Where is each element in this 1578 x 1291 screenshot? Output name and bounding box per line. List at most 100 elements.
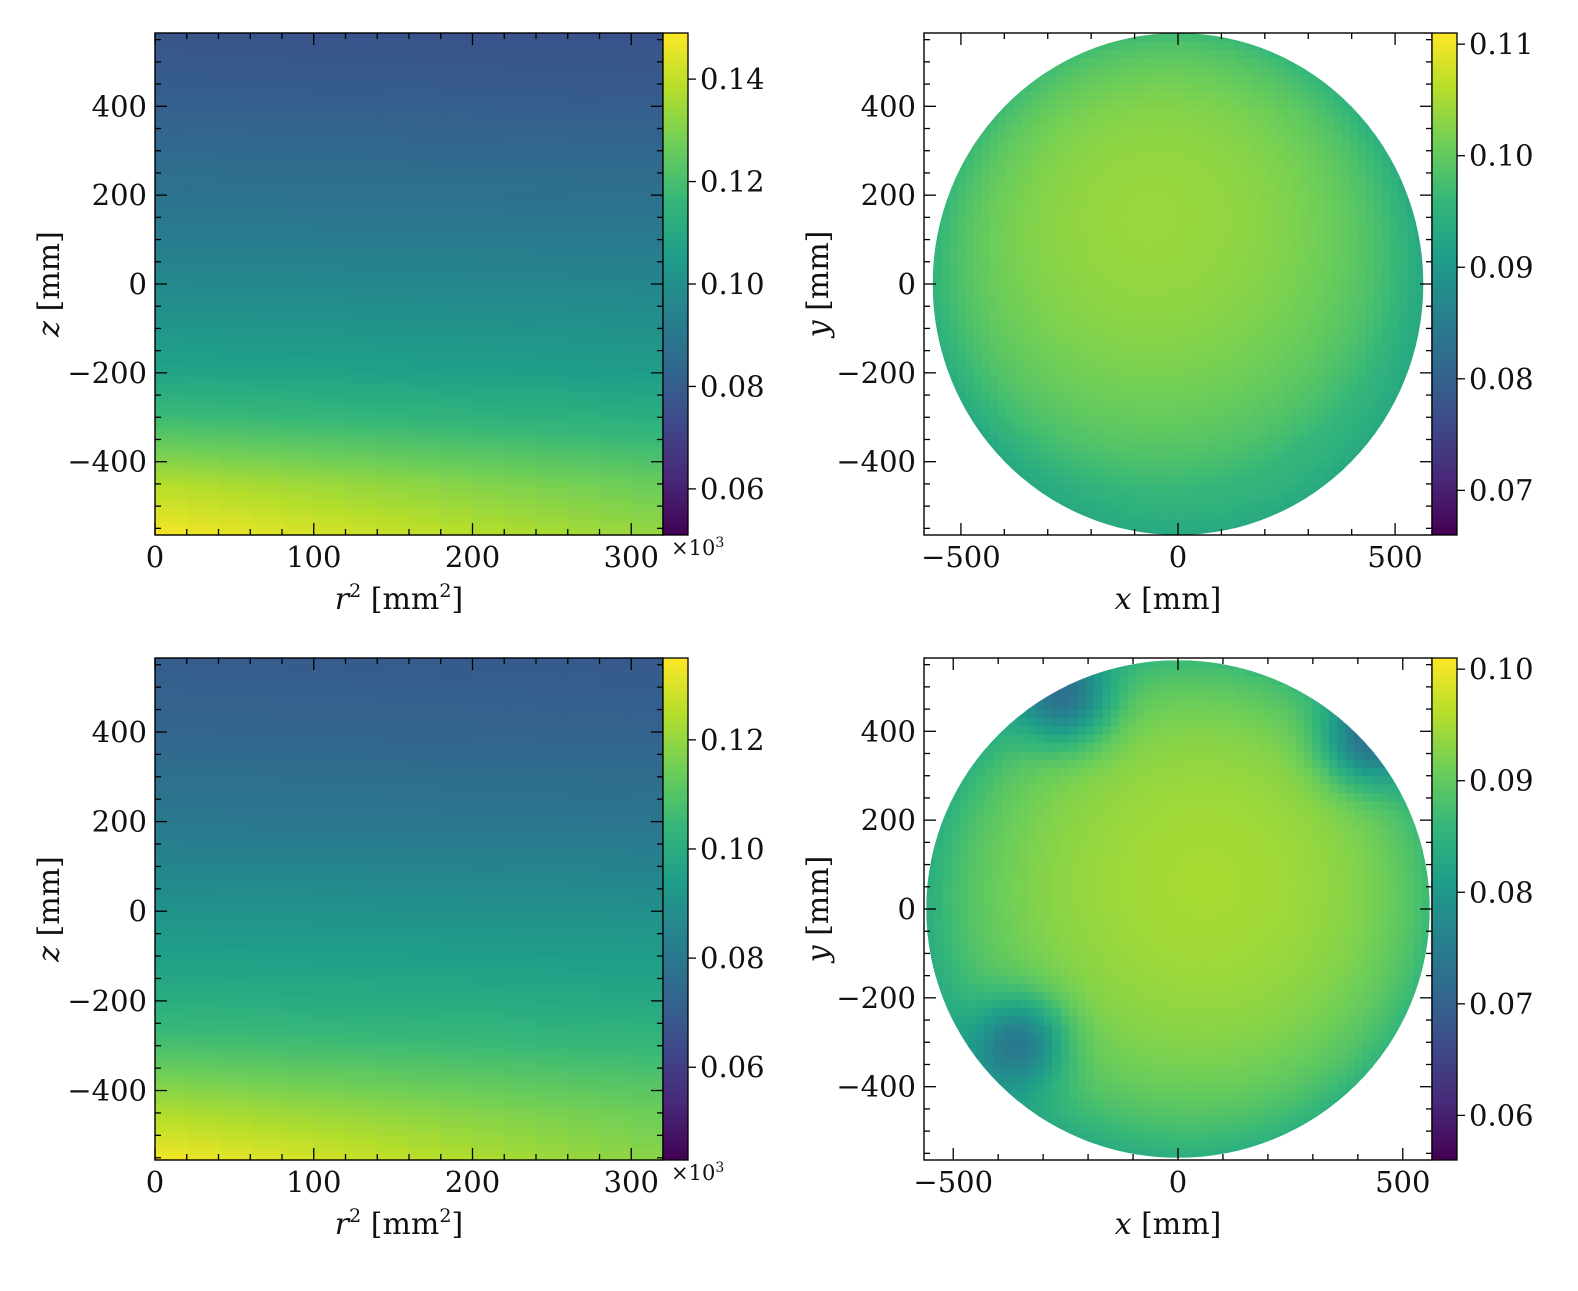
heatmap-cell (965, 376, 975, 386)
heatmap-cell (1047, 166, 1057, 176)
heatmap-cell (957, 91, 967, 101)
heatmap-cell (1218, 91, 1228, 101)
heatmap-cell (567, 438, 601, 444)
heatmap-cell (472, 254, 505, 260)
heatmap-cell (440, 468, 474, 473)
heatmap-cell (250, 371, 283, 377)
heatmap-cell (1194, 108, 1204, 118)
heatmap-cell (1227, 392, 1236, 402)
heatmap-cell (155, 493, 188, 498)
heatmap-cell (536, 162, 569, 168)
heatmap-cell (1104, 267, 1114, 277)
heatmap-cell (567, 405, 601, 411)
heatmap-cell (989, 133, 999, 143)
heatmap-cell (504, 275, 537, 281)
heatmap-cell (981, 367, 991, 377)
heatmap-cell (1276, 284, 1286, 294)
heatmap-cell (1243, 342, 1253, 352)
heatmap-cell (1325, 83, 1335, 93)
heatmap-cell (504, 233, 537, 239)
heatmap-cell (345, 526, 378, 532)
heatmap-cell (282, 488, 315, 494)
heatmap-cell (218, 217, 251, 222)
heatmap-cell (1292, 342, 1302, 352)
heatmap-cell (1071, 442, 1081, 453)
heatmap-cell (1218, 191, 1228, 202)
heatmap-cell (1308, 191, 1318, 202)
heatmap-cell (1218, 141, 1228, 151)
heatmap-cell (1063, 401, 1073, 411)
heatmap-cell (1038, 66, 1048, 76)
heatmap-cell (472, 497, 505, 503)
heatmap-cell (313, 37, 347, 42)
heatmap-cell (1112, 158, 1122, 168)
heatmap-cell (1218, 208, 1228, 218)
heatmap-cell (965, 242, 975, 252)
heatmap-cell (1071, 250, 1081, 260)
heatmap-cell (973, 83, 983, 93)
heatmap-cell (965, 74, 975, 84)
heatmap-cell (1104, 509, 1114, 519)
heatmap-cell (282, 363, 315, 369)
heatmap-cell (504, 417, 537, 423)
heatmap-cell (1267, 33, 1277, 43)
heatmap-cell (186, 221, 220, 227)
heatmap-cell (472, 317, 505, 323)
heatmap-cell (313, 497, 347, 503)
heatmap-cell (1300, 258, 1310, 268)
heatmap-cell (313, 451, 347, 457)
heatmap-cell (599, 401, 632, 406)
heatmap-cell (186, 112, 220, 118)
heatmap-cell (155, 501, 188, 507)
heatmap-cell (1137, 208, 1146, 218)
heatmap-cell (313, 463, 347, 469)
heatmap-cell (631, 396, 664, 402)
heatmap-cell (1218, 242, 1228, 252)
heatmap-cell (1014, 250, 1024, 260)
heatmap-cell (504, 509, 537, 515)
heatmap-cell (155, 37, 188, 42)
heatmap-cell (1227, 417, 1236, 427)
heatmap-cell (504, 288, 537, 293)
heatmap-cell (973, 233, 983, 243)
heatmap-cell (504, 70, 537, 76)
heatmap-cell (932, 300, 942, 310)
heatmap-cell (1243, 359, 1253, 369)
heatmap-cell (1308, 183, 1318, 193)
heatmap-cell (504, 179, 537, 185)
heatmap-cell (377, 497, 410, 503)
heatmap-cell (472, 514, 505, 519)
heatmap-cell (1267, 359, 1277, 369)
heatmap-cell (981, 518, 991, 528)
heatmap-cell (440, 338, 474, 344)
heatmap-cell (409, 459, 442, 465)
heatmap-cell (1259, 384, 1269, 394)
heatmap-cell (1022, 501, 1032, 511)
heatmap-cell (1317, 409, 1326, 419)
heatmap-cell (998, 83, 1007, 93)
heatmap-cell (1055, 350, 1065, 360)
heatmap-cell (1161, 141, 1171, 151)
heatmap-cell (1202, 501, 1212, 511)
heatmap-cell (932, 33, 942, 43)
heatmap-cell (155, 321, 188, 327)
heatmap-cell (313, 237, 347, 243)
heatmap-cell (1137, 250, 1146, 260)
heatmap-cell (377, 430, 410, 436)
heatmap-cell (1292, 267, 1302, 277)
heatmap-cell (1104, 49, 1114, 59)
heatmap-cell (313, 250, 347, 256)
heatmap-cell (940, 66, 950, 76)
heatmap-cell (1210, 484, 1220, 494)
heatmap-cell (1014, 317, 1024, 327)
heatmap-cell (1014, 300, 1024, 310)
heatmap-cell (599, 530, 632, 536)
heatmap-cell (1137, 225, 1146, 235)
heatmap-cell (1284, 284, 1294, 294)
heatmap-cell (345, 317, 378, 323)
heatmap-cell (218, 413, 251, 419)
heatmap-cell (345, 363, 378, 369)
heatmap-cell (1194, 49, 1204, 59)
heatmap-cell (504, 58, 537, 63)
heatmap-cell (1251, 166, 1261, 176)
